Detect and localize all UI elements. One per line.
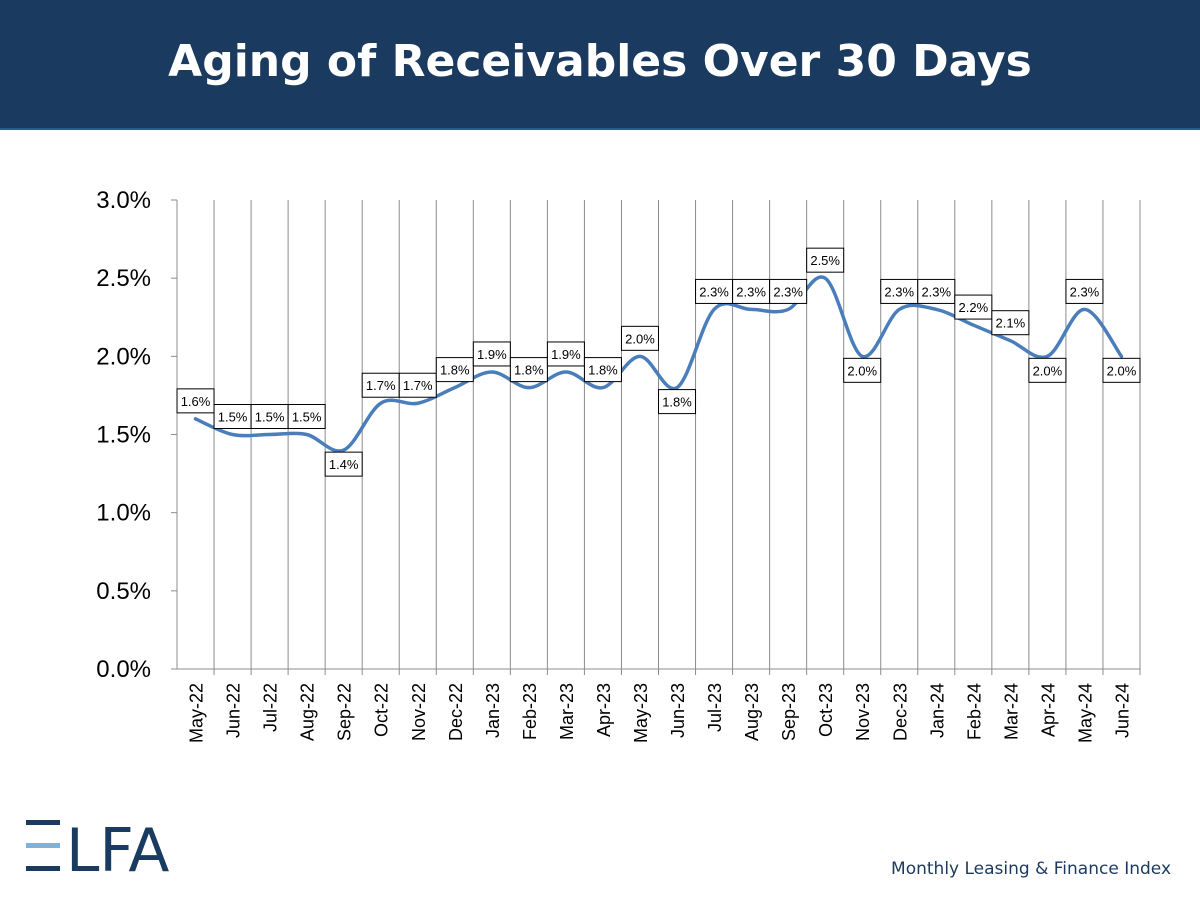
x-tick-label: Aug-23	[742, 683, 762, 741]
data-label: 1.4%	[324, 451, 363, 477]
x-tick-label: Jun-24	[1112, 683, 1132, 738]
y-tick-label: 3.0%	[96, 187, 151, 214]
y-tick-label: 2.5%	[96, 265, 151, 292]
svg-text:1.6%: 1.6%	[181, 394, 211, 409]
header-banner: Aging of Receivables Over 30 Days	[0, 0, 1200, 130]
series-line	[193, 275, 1124, 453]
x-tick-label: Jul-23	[705, 683, 725, 732]
data-label: 2.0%	[1028, 357, 1067, 383]
data-label: 2.3%	[732, 278, 771, 304]
data-label: 2.0%	[1102, 357, 1141, 383]
x-tick-label: Jan-24	[927, 683, 947, 738]
data-label: 2.0%	[843, 357, 882, 383]
svg-text:2.3%: 2.3%	[736, 284, 766, 299]
x-tick-label: Apr-23	[594, 683, 614, 737]
svg-text:2.5%: 2.5%	[810, 253, 840, 268]
x-tick-label: Dec-23	[890, 683, 910, 741]
data-label: 1.5%	[250, 404, 289, 429]
x-tick-label: Nov-22	[409, 683, 429, 741]
svg-text:1.9%: 1.9%	[551, 347, 581, 362]
svg-text:2.0%: 2.0%	[1033, 363, 1063, 378]
data-label: 2.2%	[954, 294, 993, 320]
data-label: 2.3%	[769, 278, 808, 304]
svg-text:2.0%: 2.0%	[847, 363, 877, 378]
svg-text:2.1%: 2.1%	[996, 316, 1026, 331]
x-tick-label: Oct-23	[816, 683, 836, 737]
data-label: 1.5%	[287, 404, 326, 429]
svg-text:1.5%: 1.5%	[255, 410, 285, 425]
svg-text:1.9%: 1.9%	[477, 347, 507, 362]
x-tick-label: Aug-22	[298, 683, 318, 741]
data-label: 2.5%	[806, 247, 845, 273]
x-tick-label: Jul-22	[261, 683, 281, 732]
data-label: 1.7%	[398, 372, 437, 398]
svg-text:2.3%: 2.3%	[1070, 284, 1100, 299]
y-tick-label: 2.0%	[96, 343, 151, 370]
data-label: 1.9%	[546, 341, 585, 367]
x-tick-label: Oct-22	[372, 683, 392, 737]
data-label: 2.3%	[880, 278, 919, 304]
data-label: 1.9%	[472, 341, 511, 367]
footer-text: Monthly Leasing & Finance Index	[891, 859, 1171, 879]
svg-text:1.4%: 1.4%	[329, 457, 359, 472]
x-tick-label: May-24	[1075, 683, 1095, 743]
svg-text:2.3%: 2.3%	[884, 284, 914, 299]
x-tick-label: Nov-23	[853, 683, 873, 741]
y-tick-label: 1.5%	[96, 422, 151, 449]
x-tick-label: Jan-23	[483, 683, 503, 738]
svg-text:2.3%: 2.3%	[773, 284, 803, 299]
x-tick-label: Mar-23	[557, 683, 577, 740]
y-tick-label: 0.5%	[96, 578, 151, 605]
x-tick-label: Sep-23	[779, 683, 799, 741]
svg-text:1.5%: 1.5%	[218, 410, 248, 425]
svg-text:1.8%: 1.8%	[662, 395, 692, 410]
data-label: 2.3%	[917, 278, 956, 304]
elfa-logo: LFA	[26, 818, 169, 878]
data-label: 2.1%	[991, 310, 1030, 336]
x-tick-label: Sep-22	[335, 683, 355, 741]
svg-text:1.8%: 1.8%	[514, 363, 544, 378]
svg-text:1.5%: 1.5%	[292, 410, 322, 425]
x-tick-label: Dec-22	[446, 683, 466, 741]
x-tick-label: Mar-24	[1001, 683, 1021, 740]
svg-text:1.7%: 1.7%	[403, 378, 433, 393]
x-tick-label: Jun-23	[668, 683, 688, 738]
svg-text:1.7%: 1.7%	[366, 378, 396, 393]
x-tick-label: Apr-24	[1038, 683, 1058, 737]
svg-text:LFA: LFA	[66, 818, 169, 878]
svg-text:2.0%: 2.0%	[1107, 363, 1137, 378]
x-tick-label: May-23	[631, 683, 651, 743]
x-tick-label: Feb-23	[520, 683, 540, 740]
data-label: 2.3%	[695, 278, 734, 304]
data-label: 1.5%	[213, 404, 252, 429]
data-label: 1.6%	[176, 388, 215, 414]
svg-text:2.0%: 2.0%	[625, 331, 655, 346]
svg-text:2.2%: 2.2%	[959, 300, 989, 315]
x-tick-label: May-22	[187, 683, 207, 743]
svg-text:2.3%: 2.3%	[699, 284, 729, 299]
data-label: 1.8%	[435, 357, 474, 383]
page-title: Aging of Receivables Over 30 Days	[168, 35, 1032, 87]
y-tick-label: 1.0%	[96, 500, 151, 527]
svg-text:1.8%: 1.8%	[588, 363, 618, 378]
data-label: 1.8%	[509, 357, 548, 383]
x-tick-label: Feb-24	[964, 683, 984, 740]
data-label: 1.8%	[583, 357, 622, 383]
data-label: 1.8%	[658, 389, 697, 415]
data-label: 1.7%	[361, 372, 400, 398]
y-tick-label: 0.0%	[96, 656, 151, 683]
x-tick-label: Jun-22	[224, 683, 244, 738]
svg-text:1.8%: 1.8%	[440, 363, 470, 378]
data-label: 2.3%	[1065, 278, 1104, 304]
data-label: 2.0%	[620, 325, 659, 351]
svg-text:2.3%: 2.3%	[921, 284, 951, 299]
